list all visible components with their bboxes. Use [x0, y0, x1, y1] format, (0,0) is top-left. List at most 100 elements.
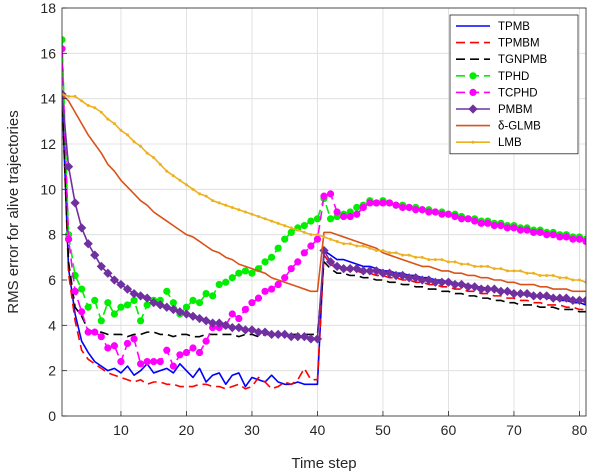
series-line: [62, 94, 586, 338]
data-point: [398, 203, 407, 212]
tick-labels: 10 20 30 40 50 60 70 80 0 2 4 6 8 10 12 14 16 18: [40, 0, 587, 438]
data-point: [339, 264, 349, 274]
data-point: [307, 242, 315, 250]
data-point: [110, 310, 119, 318]
legend-entry: TGNPMB: [456, 54, 548, 66]
data-point: [302, 230, 306, 234]
data-point: [549, 231, 557, 239]
y-axis-label: RMS error for alive trajectories: [5, 110, 22, 313]
data-point: [80, 99, 84, 103]
data-point: [486, 264, 490, 268]
data-point: [313, 215, 322, 223]
data-point: [93, 106, 97, 110]
legend-label: δ-GLMB: [498, 121, 541, 133]
data-point: [274, 280, 282, 289]
data-point: [257, 215, 260, 219]
data-point: [542, 291, 552, 301]
data-point: [237, 208, 241, 212]
data-point: [198, 192, 202, 196]
legend-entry: LMB: [456, 137, 522, 149]
data-point: [497, 222, 505, 230]
data-point: [361, 244, 365, 248]
data-point: [63, 162, 74, 172]
data-point: [312, 334, 323, 344]
data-point: [117, 303, 125, 311]
data-point: [191, 187, 195, 191]
data-point: [548, 293, 558, 303]
data-point: [243, 210, 247, 214]
y-tick-label: 0: [48, 408, 56, 424]
data-point: [283, 224, 287, 228]
y-tick-label: 8: [48, 227, 56, 243]
data-point: [97, 333, 105, 341]
data-point: [300, 249, 308, 257]
data-point: [86, 103, 90, 107]
data-point: [126, 133, 129, 137]
x-tick-label: 30: [244, 422, 260, 438]
data-point: [515, 288, 526, 299]
series-pmbm: [62, 89, 586, 344]
data-point: [73, 94, 77, 98]
data-point: [104, 299, 112, 307]
data-point: [392, 201, 400, 209]
series-layer: [62, 36, 586, 390]
data-point: [163, 346, 171, 354]
x-tick-label: 10: [113, 422, 129, 438]
data-point: [137, 360, 145, 368]
series-lmb: [62, 92, 586, 284]
data-point: [150, 357, 158, 366]
data-point: [208, 318, 218, 328]
data-point: [123, 339, 132, 348]
data-point: [176, 351, 184, 359]
series--glmb: [62, 93, 586, 293]
data-point: [62, 45, 66, 53]
data-point: [189, 344, 197, 352]
data-point: [143, 357, 151, 366]
data-point: [401, 253, 405, 257]
data-point: [67, 94, 71, 98]
data-point: [446, 260, 450, 264]
data-point: [564, 276, 568, 280]
data-point: [315, 233, 319, 237]
data-point: [300, 222, 308, 230]
data-point: [420, 255, 424, 259]
data-point: [142, 293, 152, 303]
data-point: [394, 251, 398, 255]
y-tick-label: 14: [40, 91, 56, 107]
data-point: [555, 293, 565, 303]
data-point: [211, 199, 215, 203]
data-point: [532, 271, 536, 275]
legend-marker: [469, 72, 477, 80]
data-point: [358, 266, 368, 276]
x-tick-label: 50: [375, 422, 391, 438]
data-point: [345, 264, 355, 274]
data-point: [348, 242, 352, 246]
data-point: [276, 221, 280, 225]
data-point: [519, 269, 522, 273]
data-point: [536, 228, 544, 236]
data-point: [464, 215, 472, 223]
data-point: [287, 265, 295, 273]
data-point: [287, 228, 295, 236]
data-point: [346, 212, 354, 221]
data-point: [253, 327, 264, 337]
data-point: [152, 156, 156, 160]
y-tick-label: 16: [40, 45, 56, 61]
data-point: [568, 295, 578, 306]
data-point: [379, 199, 387, 207]
data-point: [139, 144, 143, 148]
data-point: [71, 287, 79, 295]
data-point: [438, 210, 446, 218]
data-point: [538, 273, 542, 277]
data-point: [274, 244, 282, 252]
data-point: [195, 299, 204, 307]
data-point: [296, 228, 300, 232]
data-point: [273, 329, 283, 340]
data-point: [499, 267, 503, 271]
data-point: [307, 217, 315, 225]
data-point: [228, 310, 236, 318]
data-point: [412, 206, 420, 214]
data-point: [163, 287, 171, 295]
legend-entry: PMBM: [456, 104, 533, 116]
x-tick-label: 20: [179, 422, 195, 438]
